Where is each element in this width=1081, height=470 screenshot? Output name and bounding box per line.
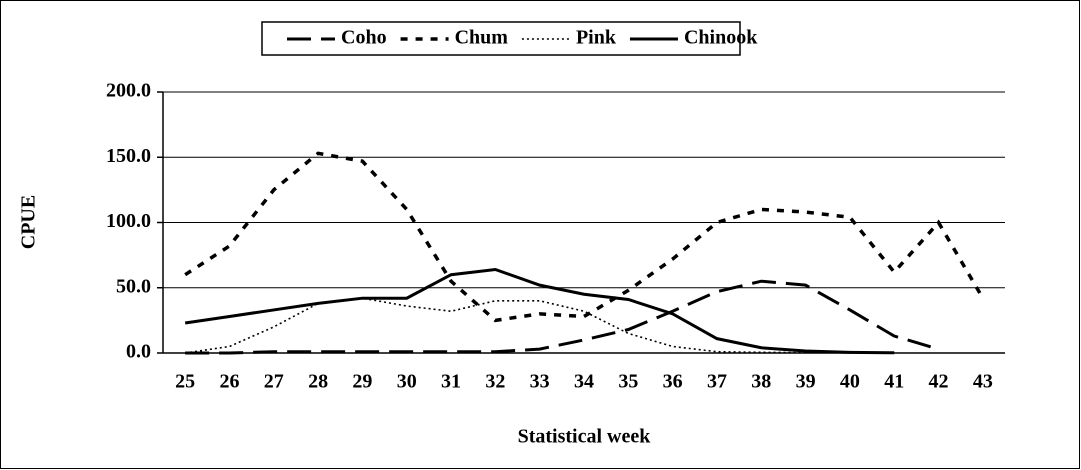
- x-tick-label: 28: [308, 371, 328, 393]
- y-tick-label: 100.0: [106, 210, 151, 232]
- x-tick-label: 39: [796, 371, 816, 393]
- x-tick-label: 37: [707, 371, 727, 393]
- x-tick-label: 33: [530, 371, 550, 393]
- x-tick-label: 29: [352, 371, 372, 393]
- x-tick-label: 40: [840, 371, 860, 393]
- x-tick-label: 35: [618, 371, 638, 393]
- x-tick-label: 41: [884, 371, 904, 393]
- series-line: [185, 279, 939, 355]
- x-tick-label: 34: [574, 371, 594, 393]
- y-tick-label: 50.0: [116, 275, 151, 297]
- x-tick-label: 31: [441, 371, 461, 393]
- y-axis-label: CPUE: [18, 195, 40, 249]
- y-tick-label: 150.0: [106, 145, 151, 167]
- x-tick-label: 26: [219, 371, 239, 393]
- x-tick-label: 36: [663, 371, 683, 393]
- x-tick-label: 42: [929, 371, 949, 393]
- legend-label: Pink: [576, 27, 617, 49]
- x-tick-label: 32: [485, 371, 505, 393]
- x-tick-label: 30: [397, 371, 417, 393]
- series-line: [185, 297, 895, 354]
- legend-label: Coho: [341, 27, 387, 49]
- x-tick-label: 38: [751, 371, 771, 393]
- x-tick-label: 27: [264, 371, 284, 393]
- y-tick-label: 200.0: [106, 80, 151, 102]
- x-axis-label: Statistical week: [518, 426, 652, 448]
- x-tick-label: 25: [175, 371, 195, 393]
- y-tick-label: 0.0: [126, 341, 151, 363]
- series-line: [184, 267, 895, 355]
- series-line: [184, 151, 985, 323]
- legend-label: Chum: [455, 27, 509, 49]
- x-tick-label: 43: [973, 371, 993, 393]
- legend-label: Chinook: [684, 27, 758, 49]
